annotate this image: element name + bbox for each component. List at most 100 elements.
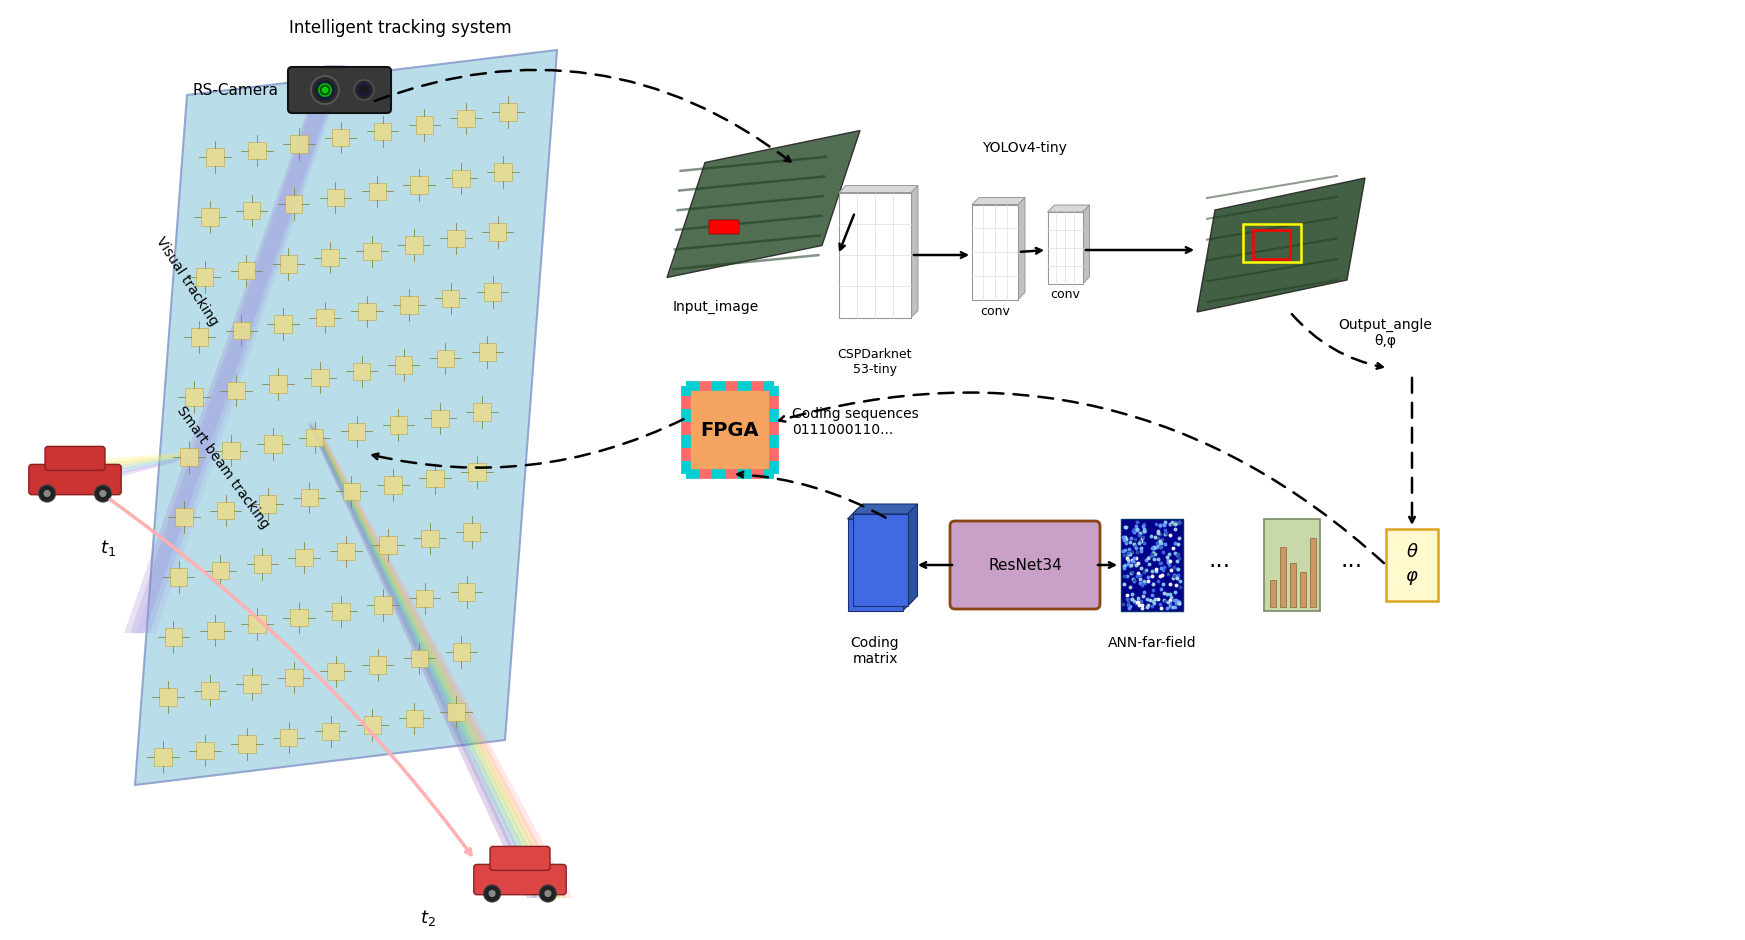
FancyBboxPatch shape (284, 196, 302, 212)
FancyBboxPatch shape (389, 416, 407, 433)
Circle shape (359, 86, 368, 94)
FancyBboxPatch shape (248, 616, 265, 633)
FancyBboxPatch shape (263, 435, 281, 453)
FancyBboxPatch shape (326, 663, 344, 680)
FancyBboxPatch shape (154, 748, 171, 766)
FancyBboxPatch shape (457, 583, 475, 601)
Text: $t_2$: $t_2$ (421, 908, 436, 928)
Polygon shape (42, 455, 185, 485)
FancyBboxPatch shape (441, 290, 459, 307)
FancyBboxPatch shape (1386, 529, 1438, 601)
FancyBboxPatch shape (227, 382, 244, 400)
Text: Coding
matrix: Coding matrix (852, 636, 899, 666)
Polygon shape (42, 456, 185, 491)
FancyBboxPatch shape (499, 103, 517, 120)
FancyBboxPatch shape (300, 489, 318, 507)
Polygon shape (42, 457, 185, 497)
Circle shape (316, 80, 335, 100)
FancyBboxPatch shape (45, 446, 105, 470)
Text: $\varphi$: $\varphi$ (1405, 569, 1419, 587)
Text: $\theta$: $\theta$ (1406, 543, 1419, 561)
Polygon shape (312, 422, 572, 898)
FancyBboxPatch shape (972, 205, 1017, 300)
FancyBboxPatch shape (321, 723, 339, 740)
Text: Input_image: Input_image (674, 300, 759, 314)
Polygon shape (312, 422, 567, 898)
FancyBboxPatch shape (352, 363, 370, 380)
FancyBboxPatch shape (1047, 212, 1082, 284)
FancyBboxPatch shape (305, 429, 323, 446)
Polygon shape (839, 185, 918, 193)
Circle shape (544, 890, 551, 897)
FancyBboxPatch shape (708, 220, 738, 234)
FancyBboxPatch shape (180, 448, 197, 465)
Text: ...: ... (1209, 548, 1230, 572)
Circle shape (319, 84, 332, 96)
FancyBboxPatch shape (363, 716, 380, 733)
Circle shape (539, 885, 557, 902)
FancyBboxPatch shape (853, 514, 907, 606)
FancyBboxPatch shape (405, 236, 422, 254)
FancyBboxPatch shape (452, 643, 469, 661)
FancyBboxPatch shape (494, 164, 511, 180)
FancyBboxPatch shape (447, 229, 464, 247)
Text: CSPDarknet
53-tiny: CSPDarknet 53-tiny (838, 348, 913, 376)
Polygon shape (1197, 178, 1365, 312)
FancyBboxPatch shape (421, 529, 438, 547)
FancyBboxPatch shape (243, 202, 260, 219)
Text: YOLOv4-tiny: YOLOv4-tiny (982, 141, 1068, 155)
Polygon shape (848, 509, 913, 519)
Text: ANN-far-field: ANN-far-field (1108, 636, 1197, 650)
FancyBboxPatch shape (1281, 546, 1286, 607)
Polygon shape (972, 197, 1024, 205)
FancyBboxPatch shape (1263, 519, 1319, 611)
FancyBboxPatch shape (258, 495, 276, 513)
FancyBboxPatch shape (410, 176, 428, 194)
Text: ...: ... (1340, 548, 1363, 572)
FancyBboxPatch shape (321, 249, 339, 266)
Circle shape (94, 485, 112, 502)
FancyBboxPatch shape (243, 676, 260, 693)
Circle shape (321, 86, 328, 93)
Text: Visual tracking: Visual tracking (154, 234, 222, 328)
Polygon shape (136, 65, 347, 634)
Text: $t_1$: $t_1$ (99, 538, 115, 558)
Polygon shape (902, 509, 913, 611)
FancyBboxPatch shape (288, 67, 391, 113)
Text: Output_angle
θ,φ: Output_angle θ,φ (1338, 318, 1433, 349)
FancyBboxPatch shape (326, 189, 344, 207)
Circle shape (311, 76, 339, 104)
Circle shape (358, 83, 372, 97)
FancyBboxPatch shape (949, 521, 1099, 609)
FancyBboxPatch shape (290, 135, 307, 153)
FancyBboxPatch shape (337, 542, 354, 560)
Polygon shape (1017, 197, 1024, 300)
FancyBboxPatch shape (490, 846, 550, 870)
FancyBboxPatch shape (169, 569, 187, 586)
FancyBboxPatch shape (274, 316, 291, 333)
FancyBboxPatch shape (686, 386, 775, 474)
FancyBboxPatch shape (475, 865, 565, 895)
FancyBboxPatch shape (1310, 538, 1316, 607)
FancyBboxPatch shape (174, 509, 192, 525)
FancyBboxPatch shape (222, 442, 239, 460)
FancyBboxPatch shape (30, 464, 120, 494)
Polygon shape (124, 65, 344, 634)
Polygon shape (1047, 205, 1089, 212)
Text: FPGA: FPGA (701, 420, 759, 440)
Circle shape (38, 485, 56, 502)
FancyBboxPatch shape (190, 328, 208, 346)
FancyBboxPatch shape (405, 710, 422, 728)
FancyBboxPatch shape (279, 256, 297, 273)
FancyBboxPatch shape (1300, 572, 1307, 607)
FancyBboxPatch shape (436, 350, 454, 368)
FancyBboxPatch shape (284, 669, 302, 686)
Polygon shape (311, 422, 555, 898)
Polygon shape (309, 422, 543, 898)
FancyBboxPatch shape (253, 556, 270, 572)
FancyBboxPatch shape (457, 110, 475, 127)
Text: RS-Camera: RS-Camera (192, 83, 277, 98)
FancyBboxPatch shape (290, 609, 307, 626)
FancyBboxPatch shape (195, 268, 213, 286)
FancyBboxPatch shape (415, 117, 433, 133)
